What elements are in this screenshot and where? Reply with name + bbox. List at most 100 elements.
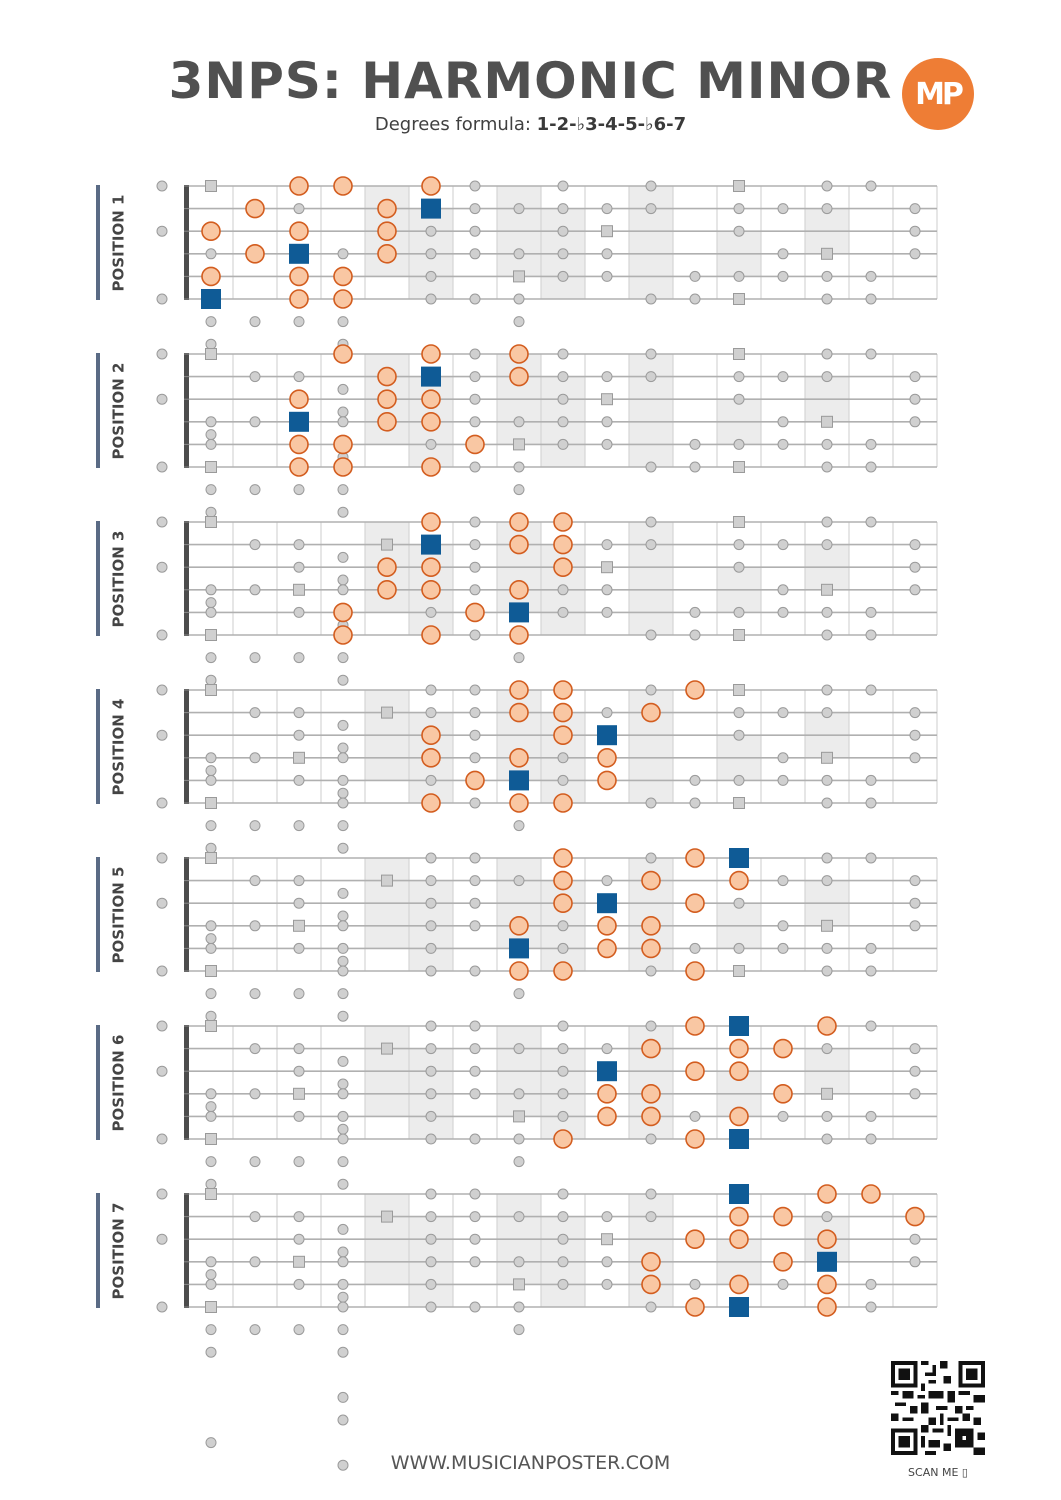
- reference-square: [205, 516, 217, 528]
- root-note: [729, 1016, 749, 1036]
- reference-dot: [425, 1233, 437, 1245]
- reference-dot: [733, 225, 745, 237]
- reference-square: [821, 415, 833, 428]
- reference-dot: [557, 416, 569, 428]
- reference-dot: [733, 729, 745, 741]
- scale-note: [509, 625, 529, 645]
- scale-note: [421, 725, 441, 746]
- reference-dot: [205, 1010, 217, 1022]
- reference-dot: [777, 875, 789, 887]
- reference-dot: [293, 707, 305, 719]
- reference-dot: [865, 629, 877, 641]
- reference-dot: [249, 707, 261, 719]
- reference-dot: [293, 942, 305, 954]
- scale-note: [245, 198, 265, 219]
- reference-dot: [777, 438, 789, 450]
- reference-dot: [205, 988, 217, 1000]
- formula-prefix: Degrees formula:: [374, 114, 537, 135]
- reference-dot: [293, 1211, 305, 1223]
- reference-dot: [425, 606, 437, 618]
- scale-note: [289, 389, 309, 410]
- reference-dot: [645, 293, 657, 305]
- reference-dot: [469, 461, 481, 473]
- reference-dot: [425, 1301, 437, 1313]
- reference-dot: [425, 942, 437, 954]
- reference-dot: [249, 484, 261, 496]
- position-label: POSITION 1: [96, 185, 136, 300]
- reference-dot: [337, 787, 349, 799]
- reference-dot: [557, 1088, 569, 1100]
- scale-note: [289, 289, 309, 309]
- reference-dot: [205, 1110, 217, 1122]
- reference-dot: [469, 897, 481, 909]
- reference-dot: [293, 774, 305, 786]
- reference-dot: [645, 180, 657, 192]
- scale-note: [553, 870, 573, 891]
- reference-dot: [425, 225, 437, 237]
- reference-dot: [337, 1156, 349, 1168]
- scale-note: [509, 512, 529, 532]
- reference-dot: [293, 820, 305, 832]
- brand-logo[interactable]: MP: [902, 58, 974, 130]
- scale-note: [685, 1297, 705, 1317]
- open-string-marker: [156, 965, 168, 977]
- reference-square: [733, 516, 745, 528]
- root-note: [421, 534, 441, 555]
- reference-dot: [293, 652, 305, 664]
- reference-dot: [821, 852, 833, 864]
- open-string-marker: [156, 516, 168, 528]
- reference-dot: [909, 225, 921, 237]
- reference-dot: [337, 719, 349, 731]
- scale-note: [729, 1206, 749, 1227]
- reference-dot: [513, 1156, 525, 1168]
- website-link[interactable]: WWW.MUSICIANPOSTER.COM: [390, 1452, 671, 1474]
- reference-dot: [205, 606, 217, 618]
- reference-dot: [469, 1211, 481, 1223]
- reference-dot: [469, 225, 481, 237]
- reference-dot: [557, 920, 569, 932]
- qr-code-icon[interactable]: [891, 1361, 985, 1455]
- scale-note: [729, 1106, 749, 1127]
- reference-dot: [249, 875, 261, 887]
- scale-note: [421, 457, 441, 477]
- reference-dot: [601, 438, 613, 450]
- scale-note: [729, 1061, 749, 1081]
- reference-dot: [469, 539, 481, 551]
- reference-dot: [469, 1065, 481, 1077]
- reference-dot: [777, 539, 789, 551]
- reference-dot: [513, 416, 525, 428]
- reference-dot: [909, 1256, 921, 1268]
- reference-dot: [337, 774, 349, 786]
- logo-text: MP: [915, 76, 964, 112]
- reference-dot: [337, 484, 349, 496]
- reference-dot: [205, 1101, 217, 1113]
- reference-dot: [293, 1233, 305, 1245]
- open-string-marker: [156, 1301, 168, 1313]
- nut: [184, 857, 189, 972]
- reference-dot: [821, 942, 833, 954]
- reference-dot: [557, 1233, 569, 1245]
- reference-dot: [337, 942, 349, 954]
- scale-note: [817, 1297, 837, 1317]
- reference-dot: [557, 942, 569, 954]
- root-note: [201, 289, 221, 309]
- open-string-marker: [156, 1133, 168, 1145]
- reference-dot: [337, 1010, 349, 1022]
- reference-square: [733, 348, 745, 360]
- reference-dot: [205, 416, 217, 428]
- reference-dot: [557, 180, 569, 192]
- reference-dot: [469, 516, 481, 528]
- reference-dot: [821, 516, 833, 528]
- reference-dot: [557, 606, 569, 618]
- scale-note: [553, 848, 573, 868]
- reference-square: [205, 461, 217, 473]
- reference-dot: [821, 684, 833, 696]
- reference-dot: [205, 1256, 217, 1268]
- reference-dot: [865, 942, 877, 954]
- reference-dot: [777, 1110, 789, 1122]
- reference-dot: [337, 1246, 349, 1258]
- degrees-formula: Degrees formula: 1-2-♭3-4-5-♭6-7: [0, 114, 1061, 135]
- reference-square: [293, 751, 305, 764]
- reference-dot: [425, 875, 437, 887]
- reference-square: [733, 965, 745, 977]
